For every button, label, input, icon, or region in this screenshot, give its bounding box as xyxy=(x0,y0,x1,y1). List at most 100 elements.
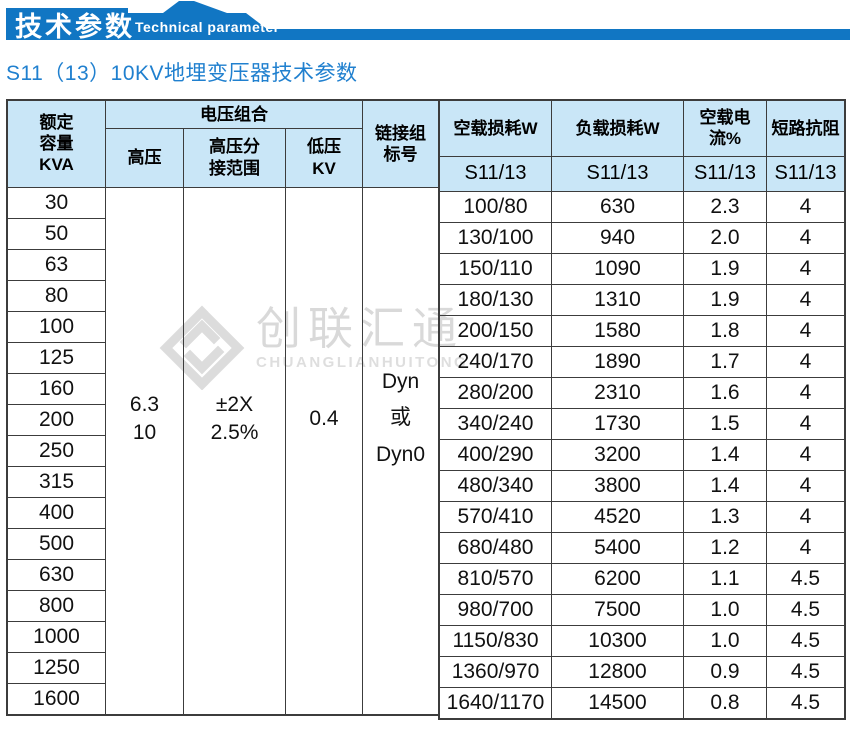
kva-cell: 125 xyxy=(6,341,106,374)
table-row: 315 xyxy=(6,465,439,498)
spec-table-right: 空载损耗W 负载损耗W 空载电流% 短路抗阻 S11/13 S11/13 S11… xyxy=(438,99,846,720)
impedance-cell: 4 xyxy=(766,345,846,378)
header-capacity: 额定 容量 KVA xyxy=(6,99,106,188)
impedance-cell: 4 xyxy=(766,438,846,471)
kva-cell: 160 xyxy=(6,372,106,405)
page-header-banner: 技术参数 Technical parameter xyxy=(0,0,850,45)
header-load-loss: 负载损耗W xyxy=(551,99,684,157)
no-load-loss-cell: 400/290 xyxy=(438,438,552,471)
no-load-current-cell: 2.3 xyxy=(683,190,767,223)
table-row: 1150/830 10300 1.0 4.5 xyxy=(438,625,846,658)
table-row: 200/150 1580 1.8 4 xyxy=(438,314,846,347)
load-loss-cell: 2310 xyxy=(551,376,684,409)
impedance-cell: 4.5 xyxy=(766,687,846,720)
no-load-current-cell: 0.9 xyxy=(683,656,767,689)
table-row: 100/80 630 2.3 4 xyxy=(438,190,846,223)
impedance-cell: 4.5 xyxy=(766,563,846,596)
header-vector-group: 链接组 标号 xyxy=(362,99,440,188)
page-title-english: Technical parameter xyxy=(135,19,280,35)
header-hv: 高压 xyxy=(105,127,184,188)
header-hv-tap-range: 高压分 接范围 xyxy=(183,127,286,188)
no-load-current-cell: 2.0 xyxy=(683,221,767,254)
page-title: 技术参数 xyxy=(15,12,135,42)
header-impedance: 短路抗阻 xyxy=(766,99,846,157)
kva-cell: 200 xyxy=(6,403,106,436)
load-loss-cell: 3200 xyxy=(551,438,684,471)
load-loss-cell: 5400 xyxy=(551,532,684,565)
kva-cell: 500 xyxy=(6,528,106,561)
no-load-loss-cell: 810/570 xyxy=(438,563,552,596)
table-row: 200 xyxy=(6,403,439,436)
no-load-loss-cell: 280/200 xyxy=(438,376,552,409)
table-row: 1360/970 12800 0.9 4.5 xyxy=(438,656,846,689)
no-load-loss-cell: 100/80 xyxy=(438,190,552,223)
table-row: 240/170 1890 1.7 4 xyxy=(438,345,846,378)
no-load-current-cell: 1.3 xyxy=(683,500,767,534)
no-load-loss-cell: 150/110 xyxy=(438,252,552,285)
kva-cell: 400 xyxy=(6,496,106,530)
no-load-current-cell: 1.8 xyxy=(683,314,767,347)
no-load-current-cell: 1.2 xyxy=(683,532,767,565)
table-row: 130/100 940 2.0 4 xyxy=(438,221,846,254)
header-lv: 低压 KV xyxy=(285,127,363,188)
kva-cell: 1250 xyxy=(6,652,106,685)
kva-cell: 80 xyxy=(6,279,106,312)
table-row: 480/340 3800 1.4 4 xyxy=(438,469,846,502)
load-loss-cell: 1890 xyxy=(551,345,684,378)
table-row: 810/570 6200 1.1 4.5 xyxy=(438,563,846,596)
no-load-current-cell: 1.9 xyxy=(683,283,767,316)
table-row: 1640/1170 14500 0.8 4.5 xyxy=(438,687,846,720)
table-row: 570/410 4520 1.3 4 xyxy=(438,500,846,534)
no-load-loss-cell: 680/480 xyxy=(438,532,552,565)
load-loss-cell: 12800 xyxy=(551,656,684,689)
no-load-current-cell: 0.8 xyxy=(683,687,767,720)
table-row: 280/200 2310 1.6 4 xyxy=(438,376,846,409)
no-load-loss-cell: 130/100 xyxy=(438,221,552,254)
no-load-loss-cell: 200/150 xyxy=(438,314,552,347)
no-load-current-cell: 1.9 xyxy=(683,252,767,285)
kva-cell: 1600 xyxy=(6,683,106,716)
no-load-loss-cell: 570/410 xyxy=(438,500,552,534)
table-row: 30 6.3 10 ±2X 2.5% 0.4 Dyn 或 Dyn0 xyxy=(6,186,440,716)
kva-cell: 315 xyxy=(6,465,106,498)
no-load-loss-cell: 180/130 xyxy=(438,283,552,316)
load-loss-cell: 1580 xyxy=(551,314,684,347)
kva-cell: 100 xyxy=(6,310,106,343)
load-loss-cell: 7500 xyxy=(551,594,684,627)
load-loss-cell: 3800 xyxy=(551,469,684,502)
kva-cell: 63 xyxy=(6,248,106,281)
no-load-loss-cell: 1150/830 xyxy=(438,625,552,658)
impedance-cell: 4 xyxy=(766,532,846,565)
no-load-current-cell: 1.4 xyxy=(683,469,767,502)
model-impedance: S11/13 xyxy=(766,155,846,192)
impedance-cell: 4 xyxy=(766,407,846,440)
model-no-load-current: S11/13 xyxy=(683,155,767,192)
header-no-load-loss: 空载损耗W xyxy=(438,99,552,157)
spec-table-area: 创联汇通 CHUANGLIANHUITONG 额定 容量 KVA 电压组合 链接… xyxy=(6,99,846,720)
impedance-cell: 4 xyxy=(766,469,846,502)
impedance-cell: 4 xyxy=(766,283,846,316)
table-row: 250 xyxy=(6,434,439,467)
no-load-loss-cell: 340/240 xyxy=(438,407,552,440)
header-voltage-group: 电压组合 xyxy=(105,99,363,129)
no-load-loss-cell: 1360/970 xyxy=(438,656,552,689)
impedance-cell: 4 xyxy=(766,314,846,347)
load-loss-cell: 6200 xyxy=(551,563,684,596)
table-row: 400/290 3200 1.4 4 xyxy=(438,438,846,471)
model-no-load-loss: S11/13 xyxy=(438,155,552,192)
impedance-cell: 4 xyxy=(766,190,846,223)
impedance-cell: 4 xyxy=(766,500,846,534)
load-loss-cell: 1090 xyxy=(551,252,684,285)
table-row: 1250 xyxy=(6,652,439,685)
no-load-current-cell: 1.0 xyxy=(683,594,767,627)
table-row: 340/240 1730 1.5 4 xyxy=(438,407,846,440)
table-row: 630 xyxy=(6,559,439,592)
load-loss-cell: 1730 xyxy=(551,407,684,440)
no-load-loss-cell: 240/170 xyxy=(438,345,552,378)
kva-cell: 250 xyxy=(6,434,106,467)
impedance-cell: 4 xyxy=(766,376,846,409)
load-loss-cell: 4520 xyxy=(551,500,684,534)
table-row: 50 xyxy=(6,217,439,250)
table-row: 800 xyxy=(6,590,439,623)
impedance-cell: 4 xyxy=(766,252,846,285)
